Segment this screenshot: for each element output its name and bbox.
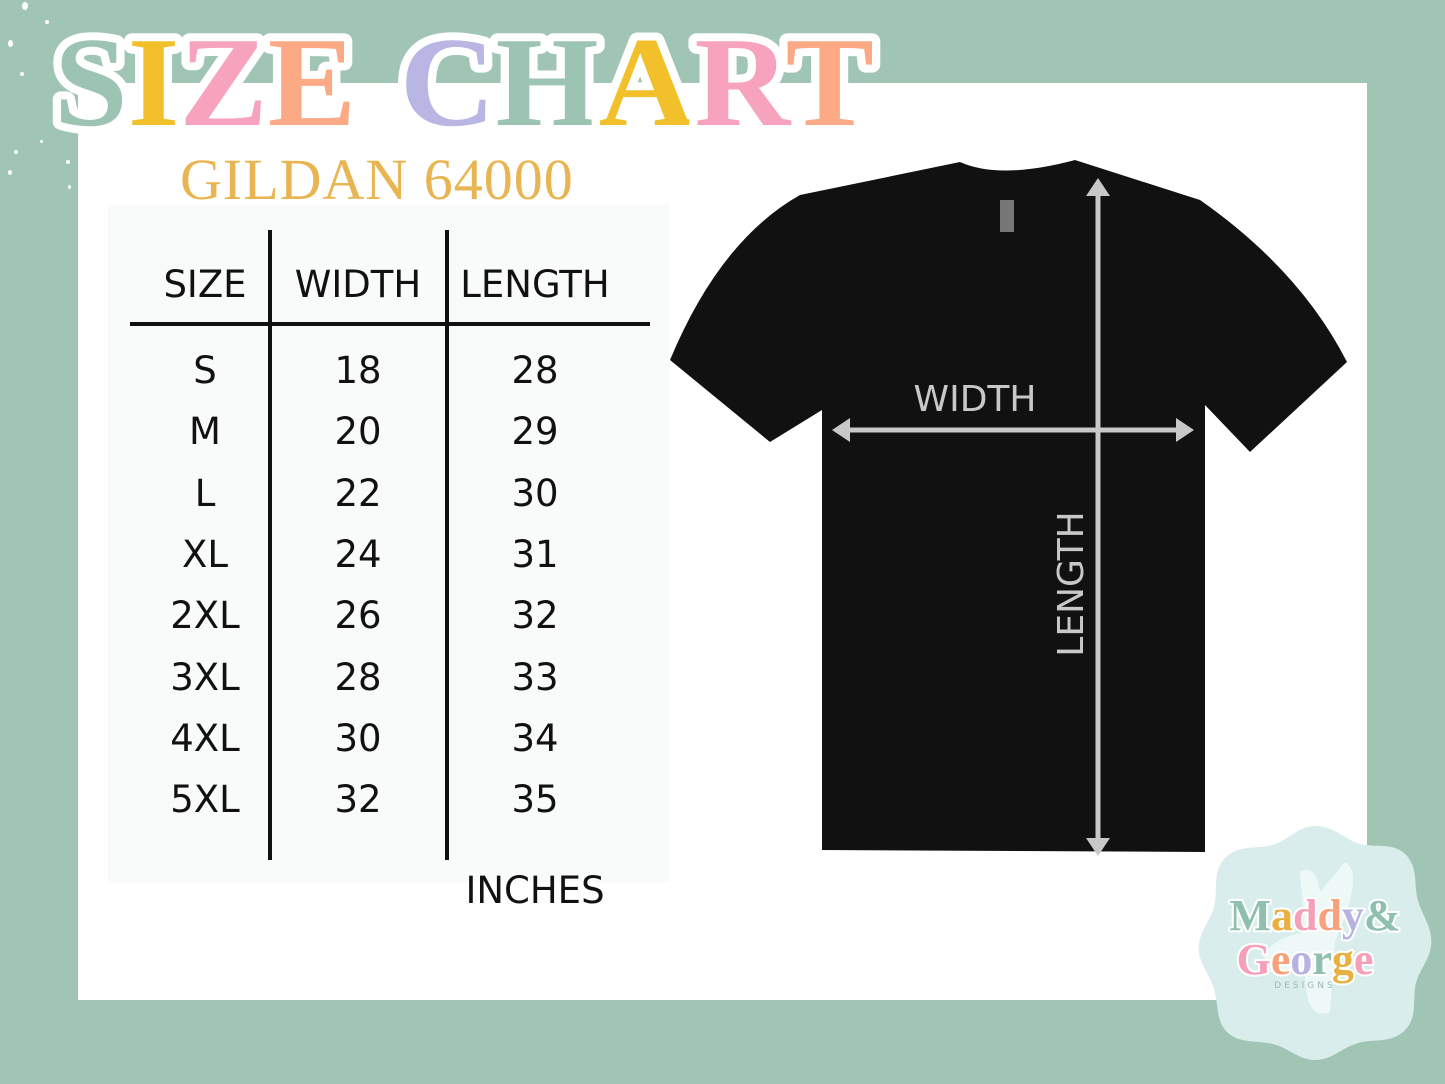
table-cell: 3XL [170, 655, 240, 699]
table-cell: L [194, 471, 216, 515]
tshirt-diagram: WIDTH LENGTH [670, 160, 1347, 856]
table-cell: 30 [511, 471, 559, 515]
title-letter: H [496, 11, 599, 140]
table-cell: 34 [511, 716, 559, 760]
page-title: SIZE CHART [46, 10, 882, 140]
table-cell: 31 [511, 532, 559, 576]
logo-line1: Maddy& [1229, 891, 1400, 940]
unit-label: INCHES [465, 869, 605, 912]
table-cell: 29 [511, 410, 559, 454]
header-divider [130, 322, 650, 326]
title-letter: E [268, 11, 356, 140]
table-cell: M [189, 410, 221, 454]
title-letter [367, 11, 400, 140]
table-cell: XL [182, 532, 228, 576]
arrow-head-left [832, 418, 850, 442]
brand-logo: Maddy& George DESIGNS [1198, 826, 1432, 1060]
width-label: WIDTH [914, 379, 1037, 420]
title-letter: I [128, 11, 180, 140]
title-letter: S [54, 11, 128, 140]
table-cell: 32 [511, 594, 559, 638]
arrow-head-up [1086, 178, 1110, 196]
svg-text:SIZE CHART: SIZE CHART [54, 11, 874, 140]
arrow-head-down [1086, 838, 1110, 856]
table-cell: 4XL [170, 716, 240, 760]
table-cell: 28 [511, 349, 559, 392]
length-label: LENGTH [1051, 511, 1092, 656]
table-cell: 22 [334, 471, 382, 515]
table-cell: 20 [334, 410, 382, 454]
table-cell: 28 [334, 655, 382, 699]
column-header: LENGTH [460, 263, 610, 306]
tshirt-shape [670, 160, 1347, 852]
table-cell: S [193, 349, 217, 392]
table-cell: 18 [334, 349, 382, 392]
logo-line3: DESIGNS [1274, 981, 1335, 991]
table-cell: 30 [334, 716, 382, 760]
title-letter: R [694, 11, 791, 140]
table-cell: 5XL [170, 778, 240, 822]
table-cell: 24 [334, 532, 382, 576]
arrow-head-right [1176, 418, 1194, 442]
table-cell: 2XL [170, 594, 240, 638]
table-cell: 35 [511, 778, 559, 822]
column-divider [268, 230, 272, 860]
size-table [108, 205, 670, 882]
column-header: WIDTH [294, 263, 422, 306]
column-divider [445, 230, 449, 860]
column-header: SIZE [163, 263, 247, 306]
title-letter: C [400, 11, 496, 140]
table-cell: 26 [334, 594, 382, 638]
logo-line2: George [1237, 935, 1374, 984]
title-letter: Z [179, 11, 267, 140]
title-letter: T [786, 11, 874, 140]
table-cell: 32 [334, 778, 382, 822]
table-cell: 33 [511, 655, 559, 699]
product-name: GILDAN 64000 [180, 147, 574, 212]
title-letter: A [599, 11, 695, 140]
tshirt-tag [1000, 200, 1014, 232]
